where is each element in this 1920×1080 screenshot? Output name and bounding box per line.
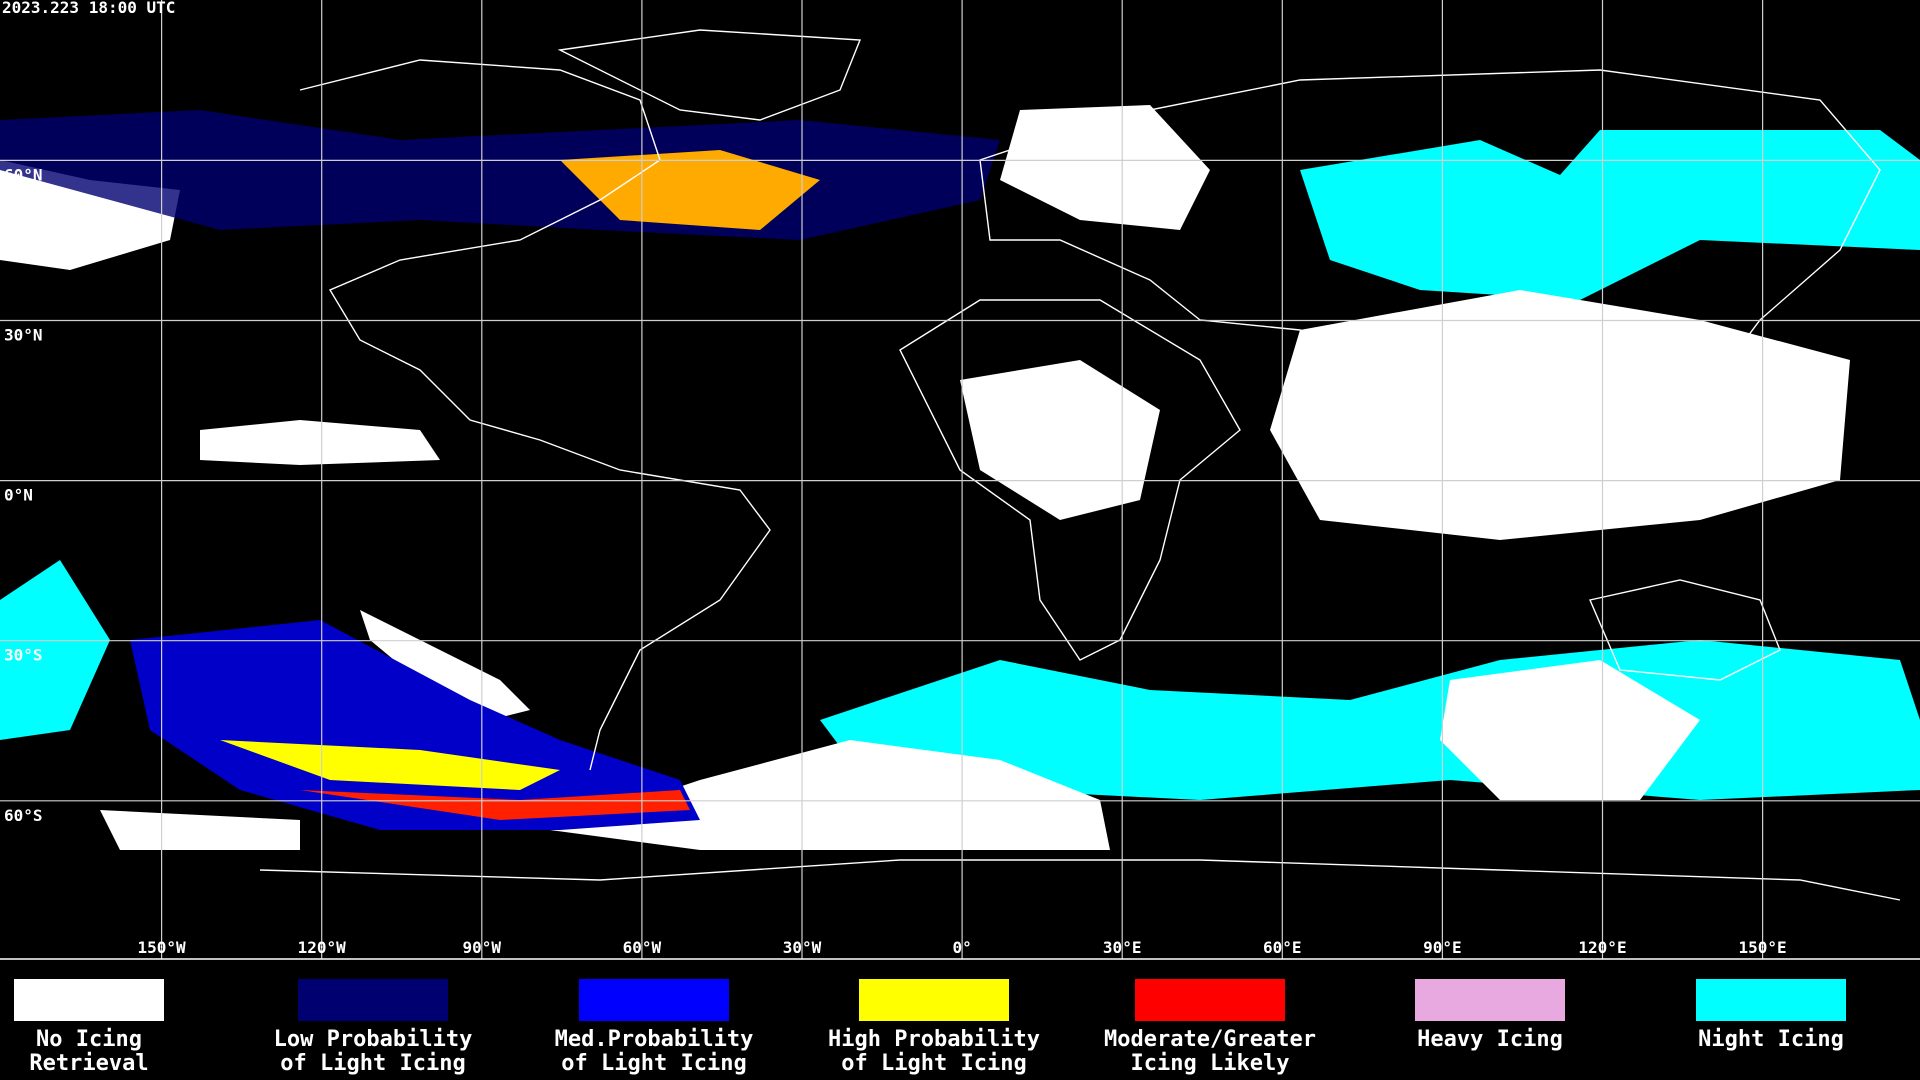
longitude-label: 90°E xyxy=(1423,938,1462,957)
coastline xyxy=(557,29,862,121)
legend-label: Med.Probability xyxy=(555,1027,754,1052)
legend-label: Heavy Icing xyxy=(1417,1027,1563,1052)
latitude-label: 60°N xyxy=(4,165,43,184)
legend-label: No Icing xyxy=(36,1027,142,1052)
legend-label: of Light Icing xyxy=(841,1051,1026,1076)
high-icing-region xyxy=(560,150,820,230)
latitude-label: 30°N xyxy=(4,326,43,345)
legend-swatch xyxy=(1696,979,1846,1021)
timestamp: 2023.223 18:00 UTC xyxy=(2,0,175,17)
moderate-icing-region xyxy=(300,790,690,820)
no-icing-region xyxy=(550,740,1110,850)
night-icing-region xyxy=(1300,130,1920,300)
longitude-label: 0° xyxy=(952,938,971,957)
legend-label: Icing Likely xyxy=(1131,1051,1290,1076)
legend-label: Moderate/Greater xyxy=(1104,1027,1316,1052)
legend-label: Retrieval xyxy=(29,1051,148,1076)
no-icing-region xyxy=(1440,660,1700,800)
coastline xyxy=(1589,579,1781,681)
longitude-label: 120°W xyxy=(298,938,347,957)
med-icing-region xyxy=(130,620,700,830)
legend-swatch xyxy=(1415,979,1565,1021)
legend-swatch xyxy=(14,979,164,1021)
longitude-label: 30°E xyxy=(1103,938,1142,957)
coastline xyxy=(899,299,1241,661)
longitude-label: 90°W xyxy=(463,938,502,957)
high-icing-region xyxy=(220,740,560,790)
cloud-field xyxy=(0,105,1920,850)
longitude-label: 60°W xyxy=(623,938,662,957)
longitude-label: 60°E xyxy=(1263,938,1302,957)
coastline xyxy=(299,59,771,771)
no-icing-region xyxy=(360,610,530,720)
longitude-label: 30°W xyxy=(783,938,822,957)
coastlines xyxy=(259,29,1901,901)
latitude-label: 60°S xyxy=(4,806,43,825)
latitude-label: 30°S xyxy=(4,646,43,665)
coastline xyxy=(259,859,1901,901)
no-icing-region xyxy=(200,420,440,465)
no-icing-region xyxy=(100,810,300,850)
legend-label: of Light Icing xyxy=(561,1051,746,1076)
graticule xyxy=(0,0,1920,960)
legend-label: High Probability xyxy=(828,1027,1040,1052)
no-icing-region xyxy=(1270,290,1850,540)
longitude-label: 120°E xyxy=(1578,938,1626,957)
legend-swatch xyxy=(1135,979,1285,1021)
legend-swatch xyxy=(859,979,1009,1021)
map-labels: 2023.223 18:00 UTC 150°W 120°W 90°W 60°W 30°… xyxy=(2,0,1787,957)
legend-label: of Light Icing xyxy=(280,1051,465,1076)
latitude-label: 0°N xyxy=(4,486,33,505)
longitude-label: 150°W xyxy=(138,938,187,957)
legend-label: Low Probability xyxy=(274,1027,473,1052)
coastline xyxy=(979,69,1881,431)
night-icing-region xyxy=(0,560,110,740)
legend-swatch xyxy=(298,979,448,1021)
legend-swatch xyxy=(579,979,729,1021)
longitude-label: 150°E xyxy=(1739,938,1787,957)
legend-label: Night Icing xyxy=(1698,1027,1844,1052)
